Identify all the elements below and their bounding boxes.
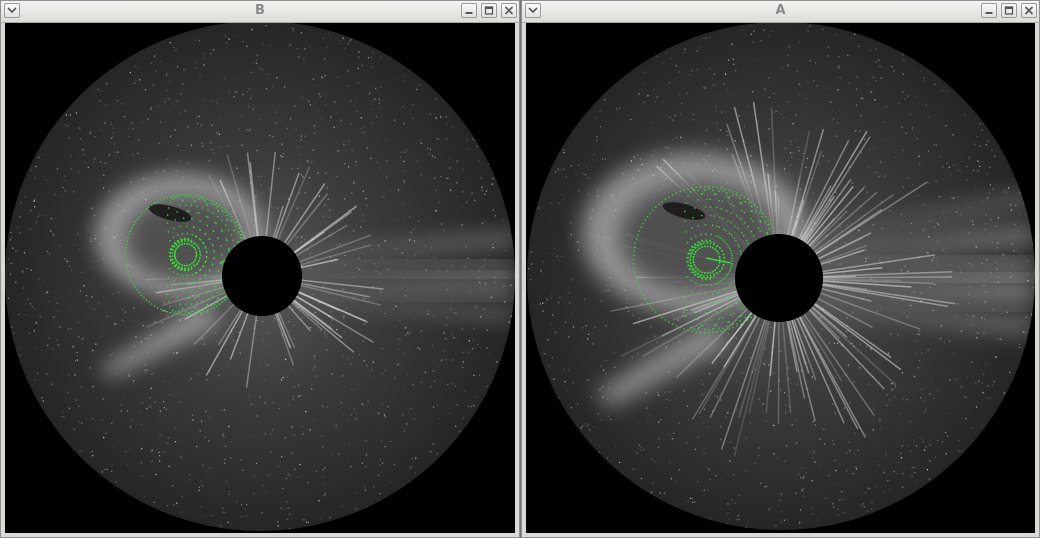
maximize-button[interactable] — [1001, 3, 1017, 18]
cme-trail — [100, 303, 220, 378]
coronagraph-window-a[interactable]: A — [521, 0, 1040, 538]
close-icon — [504, 6, 514, 15]
maximize-icon — [484, 6, 494, 15]
corona-features — [7, 25, 515, 530]
occulter-disk — [222, 236, 302, 316]
minimize-button[interactable] — [981, 3, 997, 18]
maximize-icon — [1004, 6, 1014, 15]
coronagraph-window-b[interactable]: B — [0, 0, 520, 538]
coronagraph-canvas-a — [527, 23, 1035, 530]
coronagraph-canvas-b — [5, 23, 515, 531]
minimize-button[interactable] — [461, 3, 477, 18]
maximize-button[interactable] — [481, 3, 497, 18]
coronagraph-image-a[interactable] — [526, 23, 1035, 533]
chevron-down-icon — [7, 7, 17, 14]
minimize-icon — [985, 12, 993, 14]
minimize-icon — [465, 12, 473, 14]
chevron-down-icon — [528, 7, 538, 14]
close-icon — [1024, 6, 1034, 15]
window-titlebar[interactable]: B — [1, 1, 519, 23]
window-menu-button[interactable] — [4, 3, 20, 18]
coronagraph-image-b[interactable] — [5, 23, 515, 533]
window-title: B — [255, 3, 265, 18]
window-menu-button[interactable] — [525, 3, 541, 18]
cme-wireframe-model — [633, 186, 781, 334]
window-titlebar[interactable]: A — [522, 1, 1039, 23]
window-title: A — [775, 3, 786, 18]
cme-trail — [596, 323, 731, 408]
occulter-disk — [735, 234, 823, 322]
close-button[interactable] — [501, 3, 517, 18]
close-button[interactable] — [1021, 3, 1037, 18]
